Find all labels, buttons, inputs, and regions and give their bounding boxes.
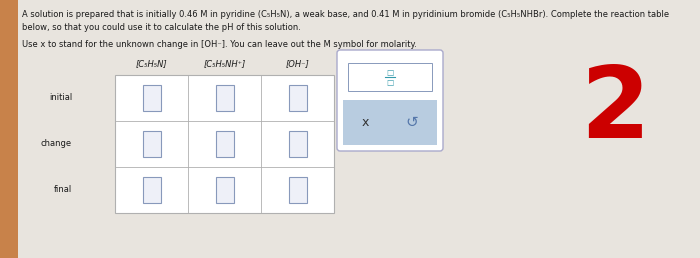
Bar [0,0,18,258]
Text: final: final [54,186,72,195]
Text: [C₅H₅NH⁺]: [C₅H₅NH⁺] [204,60,246,69]
Bar [348,63,432,91]
Text: ↺: ↺ [405,115,419,130]
Bar [115,75,334,213]
Text: □: □ [386,68,393,77]
Text: [OH⁻]: [OH⁻] [286,60,309,69]
Text: initial: initial [49,93,72,102]
Bar [288,131,307,157]
Text: below, so that you could use it to calculate the pH of this solution.: below, so that you could use it to calcu… [22,23,301,32]
Bar [216,131,234,157]
Bar [216,85,234,111]
Bar [143,177,160,203]
Bar [143,85,160,111]
Bar [288,85,307,111]
Text: change: change [41,140,72,149]
Text: A solution is prepared that is initially 0.46 M in pyridine (C₅H₅N), a weak base: A solution is prepared that is initially… [22,10,669,19]
Text: x: x [361,116,369,128]
Bar [143,131,160,157]
Bar [343,100,437,145]
FancyBboxPatch shape [337,50,443,151]
Bar [216,177,234,203]
Text: [C₅H₅N]: [C₅H₅N] [136,60,167,69]
Bar [288,177,307,203]
Text: Use x to stand for the unknown change in [OH⁻]. You can leave out the M symbol f: Use x to stand for the unknown change in… [22,40,417,49]
Text: 2: 2 [580,61,650,158]
Text: □: □ [386,77,393,86]
